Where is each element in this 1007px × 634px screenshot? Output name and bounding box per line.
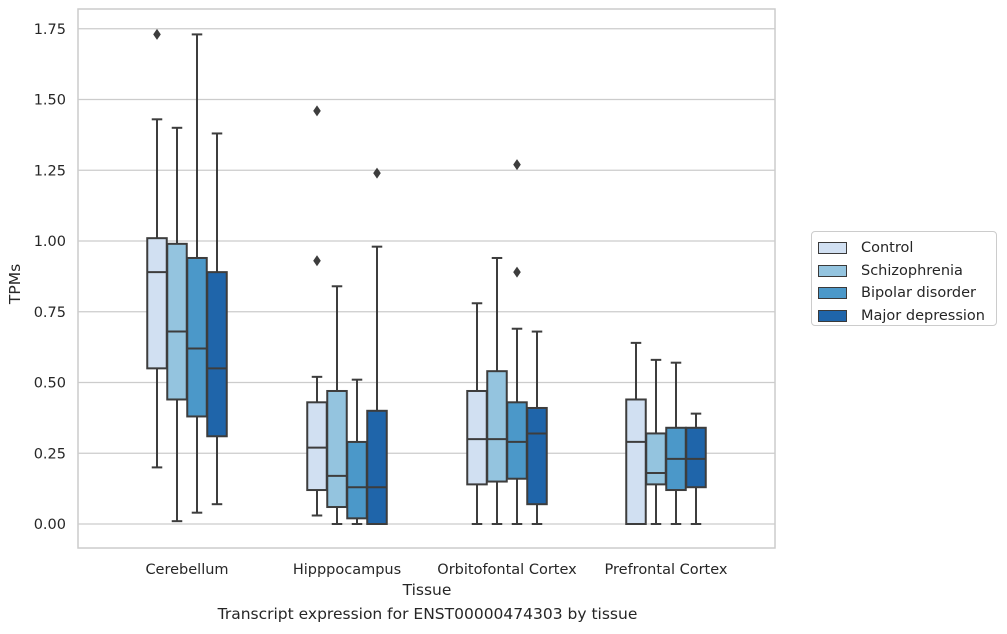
box-bipolar-disorder xyxy=(186,33,208,514)
legend-swatch xyxy=(818,310,847,323)
x-axis-label: Tissue xyxy=(402,581,452,599)
legend: Control Schizophrenia Bipolar disorder Majo… xyxy=(811,231,997,326)
box-iqr xyxy=(146,237,168,370)
box-control xyxy=(625,341,647,526)
box-control xyxy=(306,105,328,517)
box-major-depression xyxy=(685,412,707,525)
box-bipolar-disorder xyxy=(346,378,368,525)
x-tick-label: Orbitofontal Cortex xyxy=(437,562,577,578)
box-iqr xyxy=(685,426,707,489)
legend-label: Control xyxy=(861,240,914,257)
box-bipolar-disorder xyxy=(665,361,687,525)
box-iqr xyxy=(206,271,228,438)
box-iqr xyxy=(306,401,328,492)
chart-caption: Transcript expression for ENST0000047430… xyxy=(217,605,638,623)
legend-item: Control xyxy=(818,237,996,260)
box-iqr xyxy=(166,242,188,401)
outlier-point xyxy=(153,28,161,40)
box-control xyxy=(466,302,488,525)
box-iqr xyxy=(625,398,647,526)
legend-label: Schizophrenia xyxy=(861,262,963,279)
outlier-point xyxy=(513,159,521,171)
x-axis-ticks: Cerebellum Hipppocampus Orbitofontal Corte… xyxy=(145,562,727,578)
y-tick-label: 1.75 xyxy=(34,22,66,38)
y-tick-label: 1.25 xyxy=(34,163,66,179)
y-axis-ticks: 0.00 0.25 0.50 0.75 1.00 1.25 1.50 1.75 xyxy=(34,22,66,533)
outlier-point xyxy=(313,105,321,117)
box-iqr xyxy=(346,440,368,520)
box-iqr xyxy=(326,389,348,509)
box-iqr xyxy=(506,401,528,480)
x-tick-label: Prefrontal Cortex xyxy=(605,562,728,578)
box-bipolar-disorder xyxy=(506,159,528,525)
legend-swatch xyxy=(818,242,847,255)
legend-item: Bipolar disorder xyxy=(818,282,996,305)
box-major-depression xyxy=(526,330,548,525)
box-iqr xyxy=(486,370,508,483)
outlier-point xyxy=(513,266,521,278)
box-iqr xyxy=(466,389,488,486)
box-iqr xyxy=(526,406,548,506)
box-iqr xyxy=(186,256,208,418)
outlier-point xyxy=(313,255,321,267)
box-iqr xyxy=(366,409,388,525)
box-iqr xyxy=(645,432,667,486)
box-control xyxy=(146,28,168,469)
legend-swatch xyxy=(818,287,847,300)
box-schizophrenia xyxy=(486,256,508,525)
x-tick-label: Hipppocampus xyxy=(293,562,401,578)
legend-item: Major depression xyxy=(818,305,996,328)
x-tick-label: Cerebellum xyxy=(145,562,228,578)
y-tick-label: 0.25 xyxy=(34,446,66,462)
box-series xyxy=(146,28,707,526)
plot-frame xyxy=(77,8,776,549)
box-schizophrenia xyxy=(645,358,667,525)
box-schizophrenia xyxy=(166,126,188,523)
y-tick-label: 0.00 xyxy=(34,517,66,533)
legend-label: Bipolar disorder xyxy=(861,285,976,302)
y-tick-label: 0.75 xyxy=(34,305,66,321)
y-axis-label: TPMs xyxy=(6,264,24,305)
outlier-point xyxy=(373,167,381,179)
y-tick-label: 1.50 xyxy=(34,93,66,109)
legend-item: Schizophrenia xyxy=(818,260,996,283)
y-tick-label: 0.50 xyxy=(34,376,66,392)
legend-swatch xyxy=(818,264,847,277)
y-tick-label: 1.00 xyxy=(34,234,66,250)
legend-label: Major depression xyxy=(861,308,985,325)
box-schizophrenia xyxy=(326,285,348,525)
box-major-depression xyxy=(206,132,228,506)
box-major-depression xyxy=(366,167,388,525)
